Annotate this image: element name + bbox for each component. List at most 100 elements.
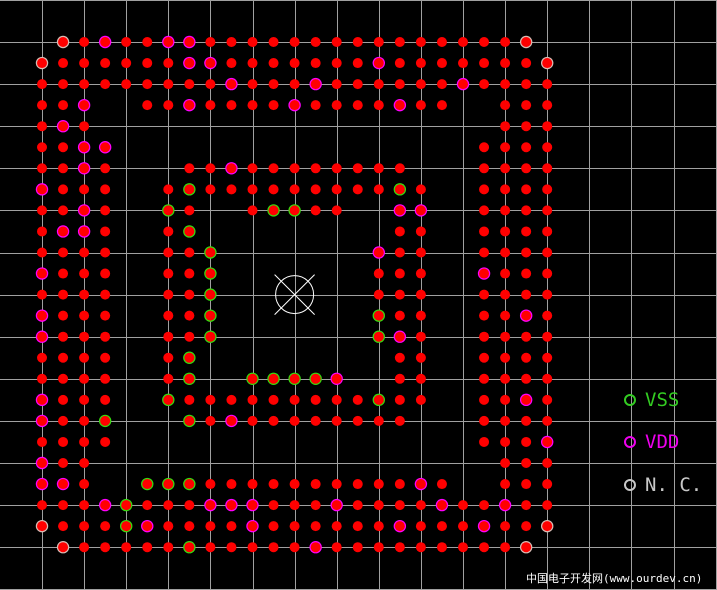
signal-pin [415, 289, 426, 300]
signal-pin [142, 500, 153, 511]
signal-pin [100, 331, 111, 342]
signal-pin [58, 205, 69, 216]
signal-pin [521, 58, 532, 69]
signal-pin [247, 184, 258, 195]
signal-pin [58, 289, 69, 300]
signal-pin [310, 415, 321, 426]
vdd-pin [35, 309, 49, 322]
signal-pin [121, 79, 132, 90]
signal-pin [394, 247, 405, 258]
vdd-pin [77, 162, 91, 175]
signal-pin [521, 226, 532, 237]
vdd-pin [35, 330, 49, 343]
signal-pin [542, 310, 553, 321]
vss-pin [183, 351, 196, 364]
signal-pin [500, 479, 511, 490]
signal-pin [542, 289, 553, 300]
vdd-pin [56, 477, 70, 491]
signal-pin [247, 100, 258, 111]
vss-pin [393, 183, 407, 196]
center-marker-cross [274, 274, 315, 315]
signal-pin [142, 542, 153, 553]
signal-pin [58, 142, 69, 153]
signal-pin [331, 521, 342, 532]
signal-pin [58, 331, 69, 342]
signal-pin [542, 205, 553, 216]
signal-pin [100, 521, 111, 532]
signal-pin [500, 121, 511, 132]
signal-pin [289, 184, 300, 195]
signal-pin [394, 542, 405, 553]
signal-pin [415, 58, 426, 69]
signal-pin [479, 542, 490, 553]
signal-pin [394, 79, 405, 90]
vss-pin [204, 246, 217, 259]
signal-pin [310, 205, 321, 216]
signal-pin [394, 226, 405, 237]
signal-pin [458, 37, 468, 47]
signal-pin [331, 163, 342, 174]
signal-pin [542, 458, 553, 468]
vdd-pin [246, 519, 259, 533]
vdd-pin [56, 120, 70, 133]
signal-pin [268, 415, 279, 426]
signal-pin [352, 542, 363, 553]
signal-pin [100, 352, 111, 363]
signal-pin [373, 100, 384, 111]
signal-pin [37, 100, 47, 111]
vdd-pin [141, 519, 154, 533]
signal-pin [184, 331, 195, 342]
signal-pin [58, 521, 69, 532]
vss-pin [309, 372, 322, 385]
vdd-pin [225, 162, 238, 175]
vdd-pin [519, 309, 533, 322]
signal-pin [247, 205, 258, 216]
signal-pin [310, 394, 321, 405]
legend-vdd: VDD [624, 431, 679, 453]
signal-pin [163, 500, 174, 511]
signal-pin [184, 394, 195, 405]
signal-pin [268, 163, 279, 174]
signal-pin [415, 352, 426, 363]
signal-pin [268, 521, 279, 532]
signal-pin [479, 394, 490, 405]
signal-pin [415, 226, 426, 237]
signal-pin [58, 500, 69, 511]
signal-pin [394, 163, 405, 174]
vss-pin [372, 393, 385, 407]
signal-pin [58, 100, 69, 111]
vss-pin [183, 477, 196, 491]
signal-pin [79, 352, 90, 363]
vss-pin [204, 330, 217, 343]
nc-pin [35, 56, 49, 70]
signal-pin [310, 500, 321, 511]
signal-pin [79, 415, 90, 426]
signal-pin [479, 436, 490, 447]
signal-pin [37, 163, 47, 174]
signal-pin [226, 37, 237, 47]
signal-pin [100, 205, 111, 216]
signal-pin [163, 100, 174, 111]
signal-pin [142, 100, 153, 111]
signal-pin [121, 542, 132, 553]
signal-pin [310, 521, 321, 532]
signal-pin [37, 500, 47, 511]
signal-pin [394, 58, 405, 69]
signal-pin [500, 415, 511, 426]
signal-pin [247, 415, 258, 426]
signal-pin [163, 58, 174, 69]
signal-pin [394, 479, 405, 490]
signal-pin [415, 247, 426, 258]
signal-pin [500, 310, 511, 321]
signal-pin [268, 479, 279, 490]
signal-pin [163, 247, 174, 258]
signal-pin [415, 100, 426, 111]
vss-pin [372, 330, 385, 343]
signal-pin [373, 542, 384, 553]
signal-pin [542, 142, 553, 153]
vss-pin [204, 288, 217, 301]
signal-pin [521, 500, 532, 511]
signal-pin [163, 226, 174, 237]
vss-pin [183, 225, 196, 238]
